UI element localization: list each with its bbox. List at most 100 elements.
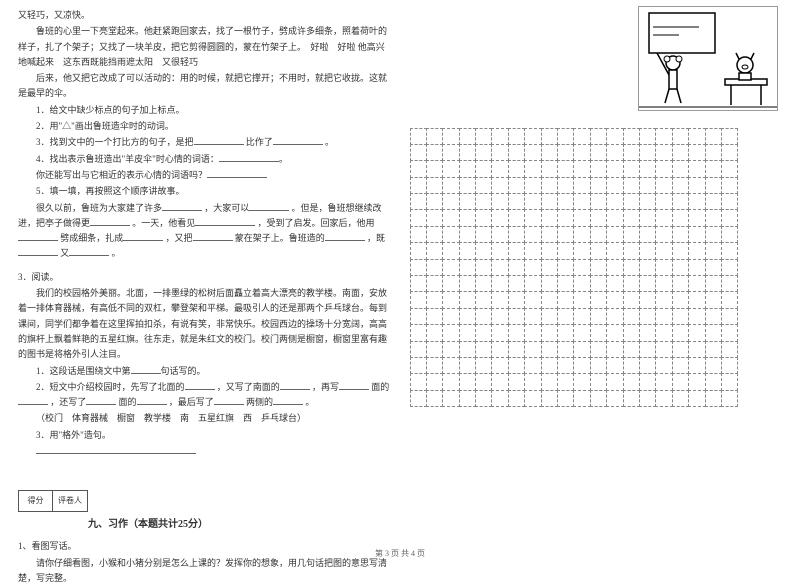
- grid-cell[interactable]: [672, 341, 689, 358]
- grid-cell[interactable]: [426, 160, 443, 177]
- grid-cell[interactable]: [721, 275, 738, 292]
- grid-cell[interactable]: [721, 242, 738, 259]
- grid-cell[interactable]: [639, 160, 656, 177]
- grid-cell[interactable]: [672, 324, 689, 341]
- grid-cell[interactable]: [590, 390, 607, 407]
- grid-cell[interactable]: [606, 324, 623, 341]
- grid-cell[interactable]: [672, 259, 689, 276]
- grid-cell[interactable]: [688, 209, 705, 226]
- grid-cell[interactable]: [426, 209, 443, 226]
- grid-cell[interactable]: [639, 341, 656, 358]
- grid-cell[interactable]: [623, 291, 640, 308]
- grid-cell[interactable]: [573, 341, 590, 358]
- grid-cell[interactable]: [475, 357, 492, 374]
- grid-cell[interactable]: [524, 373, 541, 390]
- grid-cell[interactable]: [639, 373, 656, 390]
- grid-cell[interactable]: [590, 242, 607, 259]
- grid-cell[interactable]: [491, 259, 508, 276]
- grid-cell[interactable]: [459, 291, 476, 308]
- grid-cell[interactable]: [557, 275, 574, 292]
- grid-cell[interactable]: [426, 357, 443, 374]
- grid-cell[interactable]: [442, 341, 459, 358]
- grid-cell[interactable]: [459, 242, 476, 259]
- grid-cell[interactable]: [557, 209, 574, 226]
- grid-cell[interactable]: [557, 341, 574, 358]
- grid-cell[interactable]: [459, 177, 476, 194]
- grid-cell[interactable]: [655, 209, 672, 226]
- grid-cell[interactable]: [541, 209, 558, 226]
- grid-cell[interactable]: [672, 193, 689, 210]
- grid-cell[interactable]: [705, 341, 722, 358]
- grid-cell[interactable]: [541, 226, 558, 243]
- grid-cell[interactable]: [606, 373, 623, 390]
- grid-cell[interactable]: [573, 160, 590, 177]
- grid-cell[interactable]: [524, 390, 541, 407]
- grid-cell[interactable]: [573, 177, 590, 194]
- grid-cell[interactable]: [442, 209, 459, 226]
- grid-cell[interactable]: [557, 193, 574, 210]
- grid-cell[interactable]: [541, 341, 558, 358]
- grid-cell[interactable]: [541, 193, 558, 210]
- blank[interactable]: [273, 395, 303, 405]
- grid-cell[interactable]: [672, 373, 689, 390]
- grid-cell[interactable]: [590, 209, 607, 226]
- grid-cell[interactable]: [655, 144, 672, 161]
- grid-cell[interactable]: [705, 193, 722, 210]
- grid-cell[interactable]: [623, 209, 640, 226]
- grid-cell[interactable]: [623, 390, 640, 407]
- grid-cell[interactable]: [606, 357, 623, 374]
- blank[interactable]: [185, 380, 215, 390]
- grid-cell[interactable]: [655, 291, 672, 308]
- grid-cell[interactable]: [721, 324, 738, 341]
- grid-cell[interactable]: [655, 341, 672, 358]
- blank[interactable]: [280, 380, 310, 390]
- grid-cell[interactable]: [491, 209, 508, 226]
- grid-cell[interactable]: [672, 242, 689, 259]
- grid-cell[interactable]: [410, 291, 427, 308]
- grid-cell[interactable]: [590, 193, 607, 210]
- grid-cell[interactable]: [606, 275, 623, 292]
- grid-cell[interactable]: [442, 226, 459, 243]
- grid-cell[interactable]: [410, 177, 427, 194]
- grid-cell[interactable]: [688, 160, 705, 177]
- grid-cell[interactable]: [623, 373, 640, 390]
- grid-cell[interactable]: [573, 259, 590, 276]
- grid-cell[interactable]: [491, 226, 508, 243]
- grid-cell[interactable]: [623, 226, 640, 243]
- grid-cell[interactable]: [672, 160, 689, 177]
- grid-cell[interactable]: [459, 193, 476, 210]
- grid-cell[interactable]: [655, 128, 672, 145]
- grid-cell[interactable]: [573, 291, 590, 308]
- grid-cell[interactable]: [426, 308, 443, 325]
- grid-cell[interactable]: [705, 291, 722, 308]
- grid-cell[interactable]: [639, 357, 656, 374]
- grid-cell[interactable]: [721, 291, 738, 308]
- grid-cell[interactable]: [508, 259, 525, 276]
- grid-cell[interactable]: [557, 291, 574, 308]
- grid-cell[interactable]: [573, 242, 590, 259]
- grid-cell[interactable]: [475, 160, 492, 177]
- blank[interactable]: [18, 395, 48, 405]
- grid-cell[interactable]: [426, 177, 443, 194]
- grid-cell[interactable]: [623, 144, 640, 161]
- grid-cell[interactable]: [606, 144, 623, 161]
- grid-cell[interactable]: [623, 308, 640, 325]
- grid-cell[interactable]: [623, 177, 640, 194]
- writing-grid[interactable]: [410, 128, 782, 407]
- grid-cell[interactable]: [606, 128, 623, 145]
- grid-cell[interactable]: [508, 291, 525, 308]
- grid-cell[interactable]: [655, 390, 672, 407]
- grid-cell[interactable]: [639, 144, 656, 161]
- grid-cell[interactable]: [688, 242, 705, 259]
- grid-cell[interactable]: [639, 390, 656, 407]
- grid-cell[interactable]: [721, 373, 738, 390]
- grid-cell[interactable]: [721, 341, 738, 358]
- grid-cell[interactable]: [606, 193, 623, 210]
- grid-cell[interactable]: [426, 324, 443, 341]
- grid-cell[interactable]: [541, 128, 558, 145]
- grid-cell[interactable]: [655, 275, 672, 292]
- grid-cell[interactable]: [590, 341, 607, 358]
- grid-cell[interactable]: [557, 259, 574, 276]
- grid-cell[interactable]: [442, 193, 459, 210]
- grid-cell[interactable]: [459, 357, 476, 374]
